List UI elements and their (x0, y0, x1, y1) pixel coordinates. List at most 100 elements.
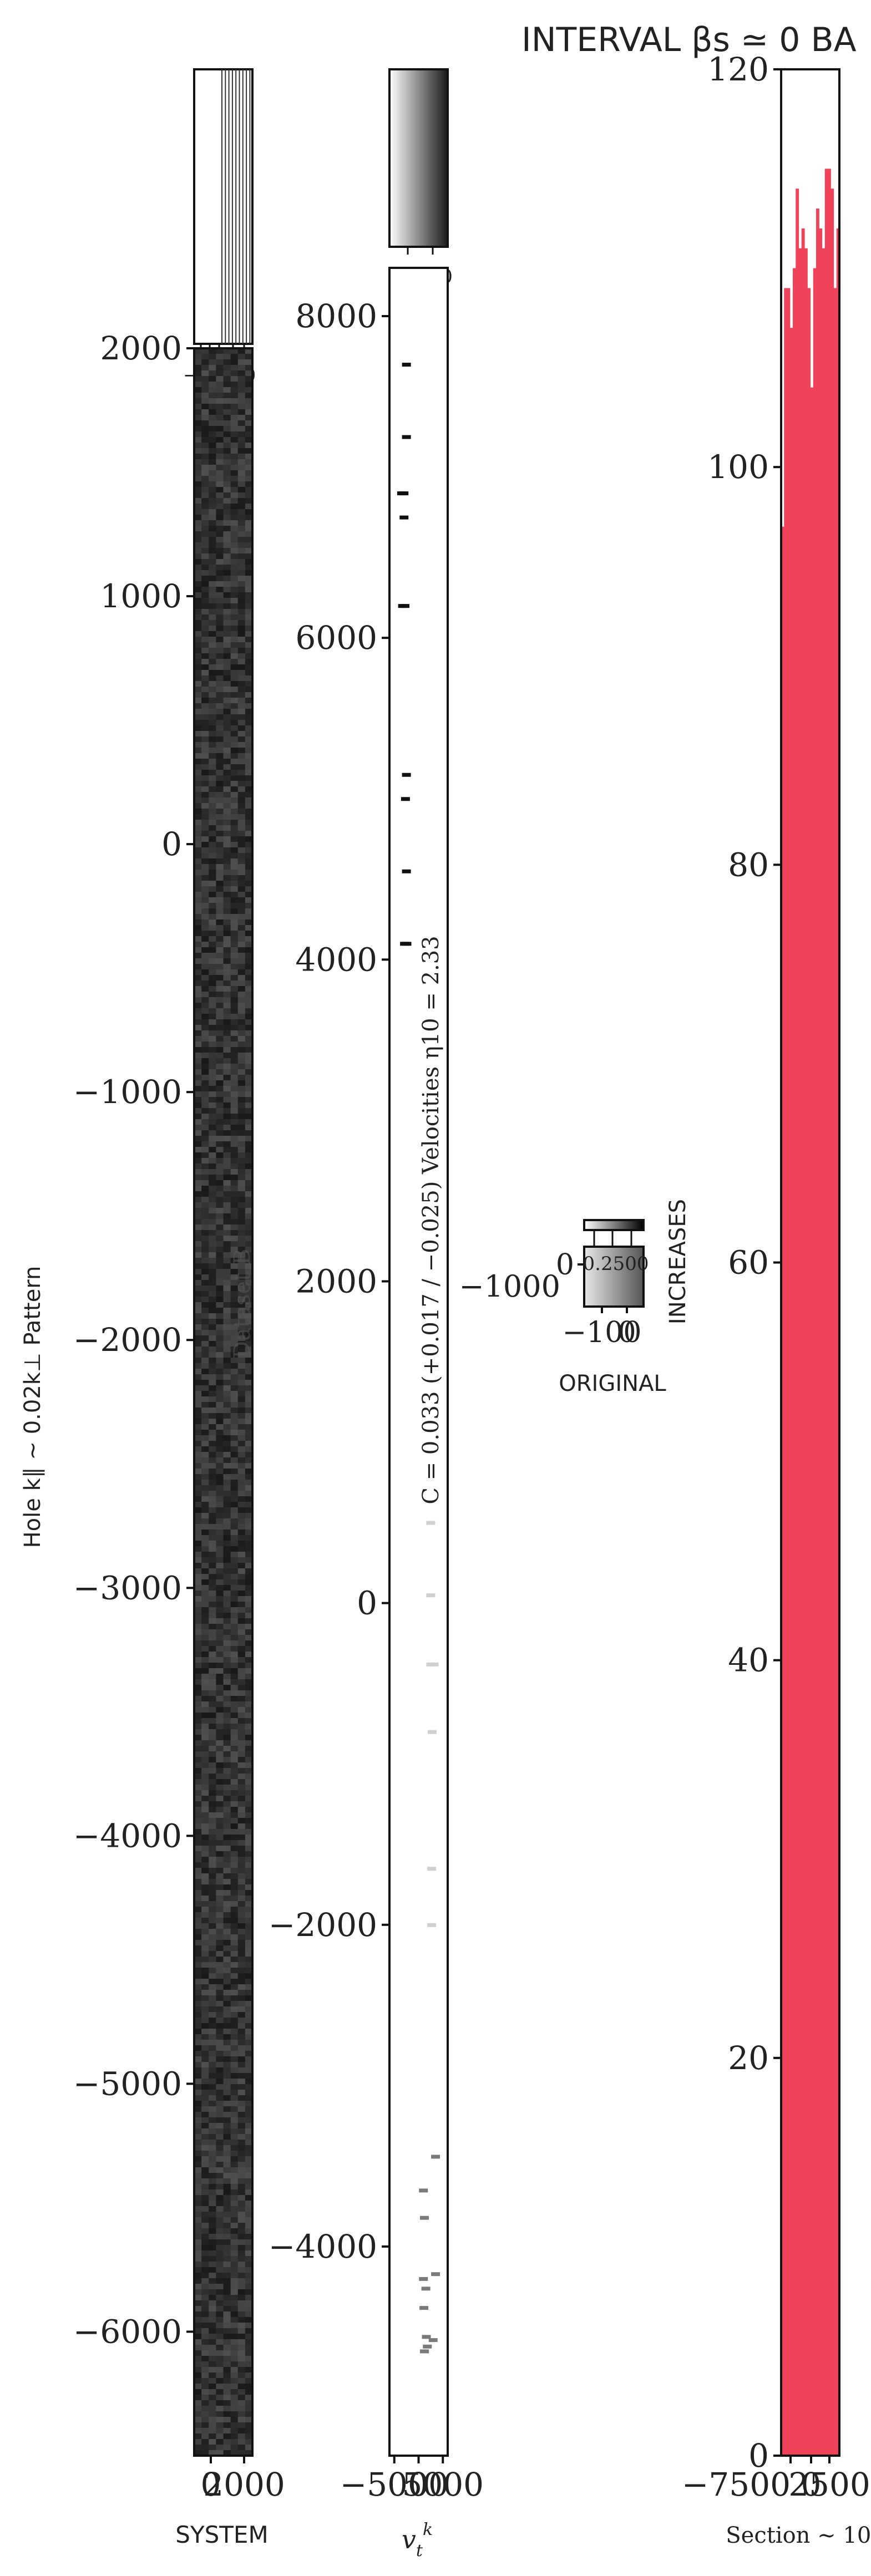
heatmap-cell (216, 2201, 224, 2207)
heatmap-cell (237, 1219, 246, 1225)
heatmap-cell (201, 858, 209, 865)
heatmap-cell (209, 1502, 216, 1508)
heatmap-cell (237, 354, 246, 360)
heatmap-cell (194, 2295, 202, 2301)
heatmap-cell (230, 1868, 239, 1874)
heatmap-cell (245, 2018, 253, 2024)
heatmap-cell (237, 648, 246, 654)
heatmap-cell (201, 1446, 209, 1452)
heatmap-cell (201, 742, 209, 748)
heatmap-cell (216, 1152, 224, 1159)
heatmap-cell (245, 748, 253, 754)
heatmap-cell (230, 2001, 239, 2007)
heatmap-cell (237, 681, 246, 687)
heatmap-cell (223, 969, 231, 975)
heatmap-cell (209, 1868, 216, 1874)
heatmap-cell (209, 1491, 216, 1497)
heatmap-cell (216, 359, 224, 365)
heatmap-cell (245, 509, 253, 515)
heatmap-cell (216, 1136, 224, 1142)
heatmap-cell (216, 797, 224, 804)
heatmap-cell (237, 1152, 246, 1159)
heatmap-cell (209, 1713, 216, 1719)
heatmap-cell (209, 1995, 216, 2001)
heatmap-cell (194, 1829, 202, 1835)
heatmap-cell (245, 1396, 253, 1403)
heatmap-cell (230, 1679, 239, 1685)
main-y-tick-label: 2000 (100, 329, 182, 367)
heatmap-cell (223, 2339, 231, 2345)
heatmap-cell (194, 2090, 202, 2096)
heatmap-cell (223, 1646, 231, 1652)
histogram-bar (784, 288, 788, 2456)
heatmap-cell (201, 1652, 209, 1658)
heatmap-cell (223, 614, 231, 621)
heatmap-cell (223, 1119, 231, 1125)
heatmap-cell (209, 908, 216, 914)
strip-mark (423, 2344, 432, 2349)
heatmap-cell (209, 1973, 216, 1979)
heatmap-cell (230, 853, 239, 859)
heatmap-cell (245, 404, 253, 410)
heatmap-cell (201, 2006, 209, 2013)
heatmap-cell (245, 420, 253, 426)
heatmap-cell (237, 1358, 246, 1364)
heatmap-cell (201, 1358, 209, 1364)
heatmap-cell (209, 1308, 216, 1314)
heatmap-cell (230, 1768, 239, 1774)
heatmap-cell (194, 825, 202, 831)
heatmap-cell (194, 1230, 202, 1236)
heatmap-cell (237, 1064, 246, 1070)
heatmap-cell (209, 393, 216, 399)
heatmap-cell (194, 2361, 202, 2367)
heatmap-cell (201, 2311, 209, 2318)
heatmap-cell (194, 526, 202, 532)
heatmap-cell (237, 1940, 246, 1946)
heatmap-cell (237, 1896, 246, 1902)
heatmap-cell (230, 1335, 239, 1342)
heatmap-cell (237, 2079, 246, 2085)
heatmap-cell (245, 853, 253, 859)
heatmap-cell (245, 2023, 253, 2029)
histogram-bar (796, 189, 799, 2456)
main-heatmap-frame (193, 347, 254, 2457)
heatmap-cell (237, 2389, 246, 2395)
heatmap-cell (230, 2178, 239, 2184)
heatmap-cell (223, 720, 231, 726)
heatmap-cell (201, 1579, 209, 1586)
heatmap-cell (230, 875, 239, 881)
heatmap-cell (230, 2040, 239, 2046)
heatmap-cell (201, 2228, 209, 2234)
heatmap-cell (194, 454, 202, 460)
heatmap-cell (223, 2223, 231, 2229)
heatmap-cell (230, 1823, 239, 1830)
heatmap-cell (245, 1679, 253, 1685)
heatmap-cell (194, 2217, 202, 2223)
heatmap-cell (245, 2140, 253, 2146)
heatmap-cell (216, 2250, 224, 2257)
heatmap-cell (223, 1341, 231, 1347)
heatmap-cell (194, 1169, 202, 1175)
heatmap-cell (209, 2006, 216, 2013)
heatmap-cell (209, 2400, 216, 2406)
heatmap-cell (209, 537, 216, 543)
heatmap-cell (237, 443, 246, 449)
heatmap-cell (216, 2167, 224, 2173)
heatmap-cell (216, 2367, 224, 2373)
heatmap-cell (237, 1119, 246, 1125)
heatmap-cell (216, 370, 224, 377)
heatmap-cell (223, 1014, 231, 1020)
heatmap-cell (201, 2439, 209, 2445)
heatmap-cell (216, 1236, 224, 1242)
heatmap-cell (237, 775, 246, 781)
heatmap-cell (237, 897, 246, 903)
heatmap-cell (194, 2311, 202, 2318)
heatmap-cell (216, 1774, 224, 1780)
heatmap-cell (230, 1463, 239, 1469)
heatmap-cell (223, 2023, 231, 2029)
heatmap-cell (216, 498, 224, 504)
heatmap-cell (216, 1419, 224, 1425)
heatmap-cell (230, 1524, 239, 1530)
heatmap-cell (216, 770, 224, 776)
